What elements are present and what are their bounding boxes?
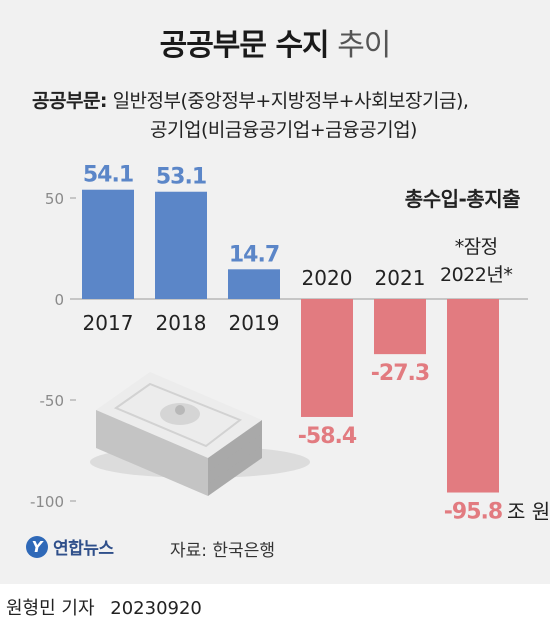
y-tick-label: -50 (40, 392, 65, 410)
y-tick-label: 0 (54, 291, 64, 309)
category-label-2021: 2021 (375, 266, 426, 290)
money-stack-icon (90, 372, 310, 496)
bar-2021 (374, 299, 426, 355)
definition-text-1: 일반정부(중앙정부+지방정부+사회보장기금), (112, 90, 469, 112)
value-label-2019: 14.7 (229, 242, 279, 267)
y-axis: 50 0 -50 -100 (30, 190, 76, 511)
category-label-2017: 2017 (83, 311, 134, 335)
provisional-note-line1: *잠정 (454, 236, 498, 258)
category-label-2019: 2019 (229, 311, 280, 335)
category-label-2018: 2018 (156, 311, 207, 335)
bar-2022 (447, 299, 499, 493)
value-label-2017: 54.1 (83, 163, 133, 188)
title-light: 추이 (337, 28, 391, 63)
value-label-2018: 53.1 (156, 165, 206, 190)
byline: 원형민 기자 20230920 (6, 594, 202, 620)
publish-date: 20230920 (110, 598, 202, 619)
title-bold: 공공부문 수지 (159, 28, 330, 63)
definition-note-line2: 공기업(비금융공기업+금융공기업) (150, 119, 417, 141)
bar-2018 (155, 191, 207, 299)
bars: 54.1 2017 53.1 2018 14.7 2019 -58.4 2020 -27.3 20… (82, 163, 550, 525)
yonhap-logo-icon: Y (26, 535, 48, 558)
value-label-2020: -58.4 (298, 424, 357, 449)
yonhap-logo: Y 연합뉴스 (26, 534, 114, 559)
unit-label: 조 원 (507, 500, 550, 524)
value-label-2021: -27.3 (371, 361, 429, 386)
value-label-2022: -95.8 (444, 500, 502, 525)
bar-2017 (82, 189, 134, 299)
category-label-2020: 2020 (302, 266, 353, 290)
y-tick-label: 50 (45, 190, 64, 208)
series-label: 총수입-총지출 (404, 187, 521, 211)
yonhap-logo-text: 연합뉴스 (53, 539, 114, 559)
bar-chart: 50 0 -50 -100 54.1 2017 53.1 2018 14.7 2019 -58.4… (30, 163, 550, 525)
definition-label: 공공부문: (32, 90, 108, 112)
provisional-note: *잠정 2022년* (440, 233, 513, 289)
bar-2019 (228, 269, 280, 299)
chart-title: 공공부문 수지 추이 (0, 20, 550, 64)
source-note: 자료: 한국은행 (170, 541, 275, 561)
provisional-note-line2: 2022년* (440, 264, 513, 286)
author: 원형민 기자 (6, 598, 95, 619)
y-tick-label: -100 (30, 493, 64, 511)
definition-note-line1: 공공부문: 일반정부(중앙정부+지방정부+사회보장기금), (32, 86, 469, 113)
bar-2020 (301, 299, 353, 417)
